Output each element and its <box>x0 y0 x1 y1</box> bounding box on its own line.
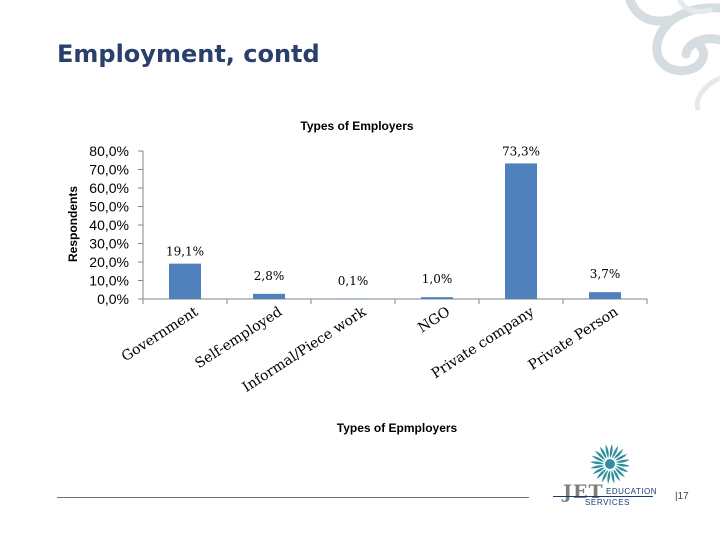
category-label: NGO <box>415 304 453 336</box>
y-tick-label: 40,0% <box>89 217 129 233</box>
sunburst-ray <box>594 450 606 461</box>
data-label: 1,0% <box>422 272 453 286</box>
sunburst-ray <box>615 465 629 473</box>
logo-education-text: EDUCATION <box>606 487 658 496</box>
sunburst-ray <box>611 445 619 459</box>
page-number: |17 <box>675 491 689 502</box>
sunburst-ray <box>601 469 609 483</box>
sunburst-ray <box>590 461 604 465</box>
bar <box>589 292 621 299</box>
sunburst-logo-icon <box>590 444 630 484</box>
y-tick-label: 80,0% <box>89 143 129 159</box>
data-label: 0,1% <box>338 274 369 288</box>
bar <box>505 163 537 299</box>
logo-rule <box>553 496 653 497</box>
logo-services-text: SERVICES <box>585 498 631 507</box>
sunburst-ray <box>615 459 630 463</box>
chart-title: Types of Employers <box>300 119 413 133</box>
bar <box>421 297 453 299</box>
sunburst-ray <box>616 463 630 467</box>
y-tick-label: 10,0% <box>89 273 129 289</box>
y-tick-label: 0,0% <box>97 291 129 307</box>
y-tick-label: 20,0% <box>89 254 129 270</box>
category-label: Government <box>119 304 202 365</box>
sunburst-ray <box>596 468 607 480</box>
swirl-decoration-icon <box>625 0 720 110</box>
data-label: 73,3% <box>502 144 540 158</box>
page-number-value: 17 <box>677 491 689 502</box>
y-tick-label: 60,0% <box>89 180 129 196</box>
sunburst-ray <box>609 444 613 458</box>
sunburst-ray <box>590 465 605 469</box>
x-axis-label: Types of Epmployers <box>337 421 458 435</box>
bar <box>337 298 369 300</box>
sunburst-ray <box>613 468 621 482</box>
bar <box>253 293 285 299</box>
y-axis-label: Respondents <box>66 186 80 262</box>
sunburst-ray <box>614 467 626 478</box>
sunburst-ray <box>614 453 628 461</box>
data-label: 19,1% <box>166 245 204 259</box>
logo-jet-text: JET <box>563 481 604 503</box>
sunburst-ray <box>591 455 605 463</box>
footer-divider <box>57 497 529 498</box>
sunburst-ray <box>592 467 606 475</box>
y-tick-label: 30,0% <box>89 236 129 252</box>
y-tick-label: 50,0% <box>89 199 129 215</box>
category-label: Private Person <box>526 304 622 374</box>
sunburst-ray <box>613 448 624 460</box>
bar <box>169 263 201 299</box>
sunburst-ray <box>611 469 615 484</box>
sunburst-ray <box>599 446 607 460</box>
data-label: 2,8% <box>254 269 285 283</box>
y-tick-label: 70,0% <box>89 162 129 178</box>
jet-logo: JET EDUCATION SERVICES <box>545 440 660 515</box>
slide-title: Employment, contd <box>57 40 320 68</box>
sunburst-ray <box>605 444 609 459</box>
data-label: 3,7% <box>590 267 621 281</box>
sunburst-ray <box>607 470 611 484</box>
